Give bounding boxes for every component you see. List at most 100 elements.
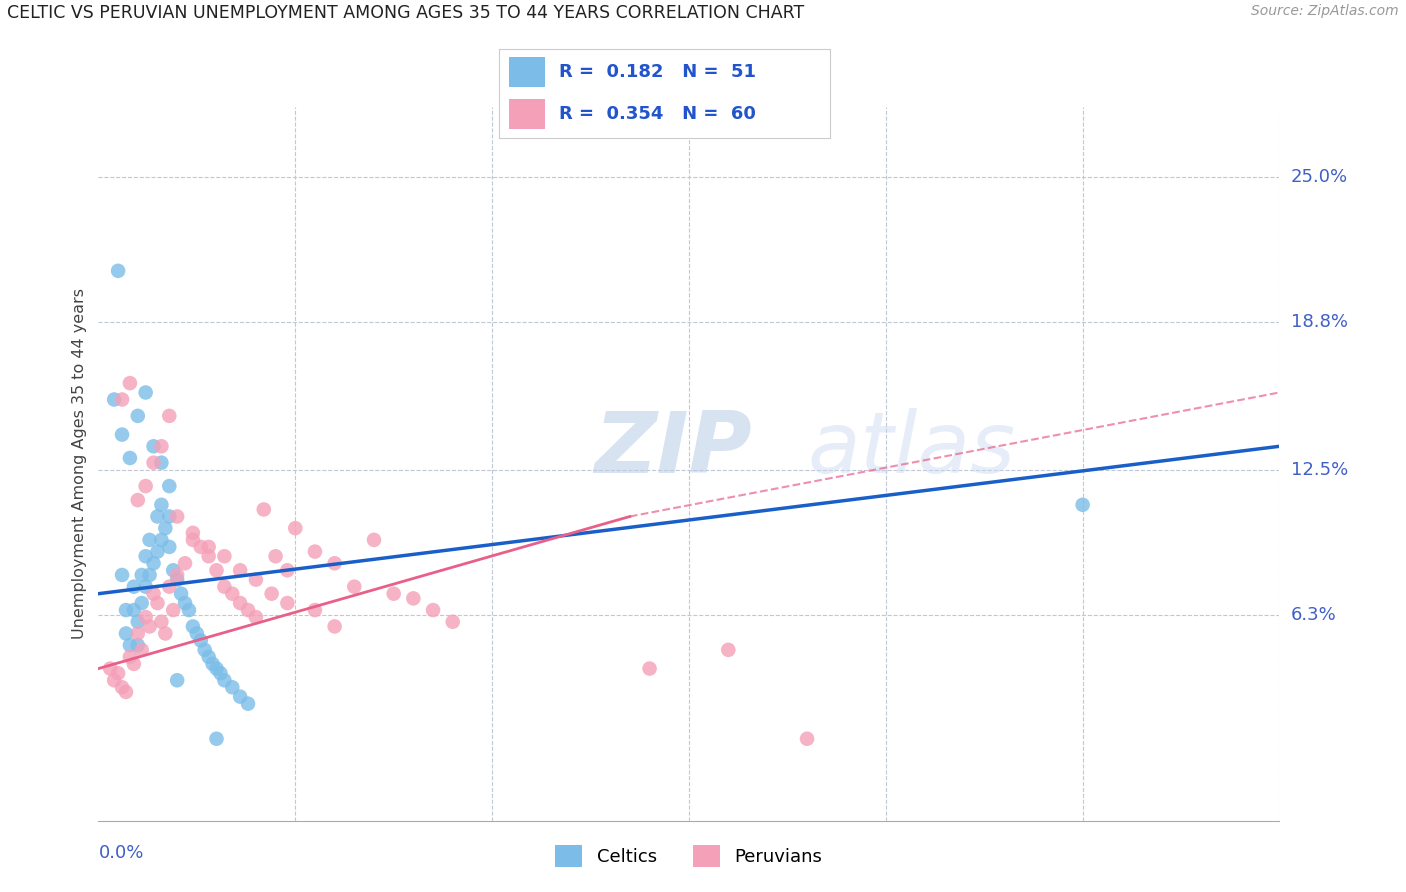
Point (111, 568, 134, 582)
Point (214, 673, 236, 688)
Point (197, 549, 219, 564)
Point (1071, 498, 1094, 512)
Point (205, 731, 228, 746)
Point (236, 697, 259, 711)
Point (174, 556, 197, 570)
Text: R =  0.354   N =  60: R = 0.354 N = 60 (558, 105, 755, 123)
Bar (509, 57, 546, 87)
Point (181, 525, 204, 540)
Point (115, 626, 138, 640)
Point (245, 610, 267, 624)
Point (717, 643, 740, 657)
Legend: Celtics, Peruvians: Celtics, Peruvians (547, 836, 831, 876)
Text: R =  0.182   N =  51: R = 0.182 N = 51 (558, 63, 755, 81)
Point (276, 596, 298, 610)
Point (118, 649, 141, 664)
Point (209, 666, 232, 681)
Point (157, 540, 180, 554)
Point (135, 385, 157, 400)
Point (131, 568, 153, 582)
Point (127, 626, 149, 640)
Text: 18.8%: 18.8% (1291, 313, 1347, 331)
Point (166, 573, 188, 587)
Point (118, 638, 141, 652)
Point (170, 587, 193, 601)
Point (135, 479, 157, 493)
Point (796, 731, 818, 746)
Text: CELTIC VS PERUVIAN UNEMPLOYMENT AMONG AGES 35 TO 44 YEARS CORRELATION CHART: CELTIC VS PERUVIAN UNEMPLOYMENT AMONG AG… (7, 4, 804, 22)
Point (122, 657, 145, 671)
Point (166, 509, 188, 524)
Point (98, 662, 121, 676)
Point (107, 666, 129, 681)
Point (131, 596, 153, 610)
Point (146, 509, 169, 524)
Point (150, 456, 173, 470)
Text: 25.0%: 25.0% (1291, 169, 1348, 186)
Point (638, 662, 661, 676)
Point (284, 521, 307, 535)
Text: 12.5%: 12.5% (1291, 460, 1348, 479)
Point (166, 568, 188, 582)
Text: ZIP: ZIP (595, 408, 752, 491)
Point (441, 615, 464, 629)
Point (229, 596, 252, 610)
Point (135, 610, 157, 624)
Point (229, 563, 252, 577)
Bar (509, 99, 546, 129)
Y-axis label: Unemployment Among Ages 35 to 44 years: Unemployment Among Ages 35 to 44 years (72, 288, 87, 640)
Point (111, 427, 134, 442)
Point (236, 603, 259, 617)
Point (138, 533, 160, 547)
Point (142, 587, 165, 601)
Point (138, 619, 160, 633)
Point (162, 563, 184, 577)
Point (162, 603, 184, 617)
Point (103, 673, 125, 688)
Point (122, 580, 145, 594)
Point (422, 603, 444, 617)
Text: 0.0%: 0.0% (98, 844, 143, 863)
Point (135, 580, 157, 594)
Point (111, 680, 134, 694)
Point (157, 580, 180, 594)
Point (201, 657, 224, 671)
Point (402, 591, 425, 606)
Point (221, 587, 243, 601)
Text: Source: ZipAtlas.com: Source: ZipAtlas.com (1251, 4, 1399, 19)
Point (150, 615, 173, 629)
Point (197, 540, 219, 554)
Point (157, 479, 180, 493)
Point (264, 549, 287, 564)
Point (157, 509, 180, 524)
Point (155, 521, 177, 535)
Point (323, 619, 346, 633)
Point (142, 556, 165, 570)
Point (115, 603, 138, 617)
Point (127, 638, 149, 652)
Point (181, 619, 204, 633)
Point (190, 633, 212, 648)
Point (150, 498, 173, 512)
Point (118, 376, 141, 391)
Point (115, 685, 138, 699)
Point (304, 544, 326, 558)
Point (150, 439, 173, 453)
Point (107, 264, 129, 278)
Point (131, 643, 153, 657)
Point (276, 563, 298, 577)
Point (146, 596, 169, 610)
Point (127, 493, 149, 508)
Point (205, 563, 228, 577)
Point (229, 690, 252, 704)
Point (186, 626, 208, 640)
Point (111, 392, 134, 407)
Point (323, 556, 346, 570)
Point (253, 502, 276, 516)
Point (138, 568, 160, 582)
Point (177, 603, 200, 617)
Point (304, 603, 326, 617)
Point (197, 649, 219, 664)
Point (363, 533, 385, 547)
Point (103, 392, 125, 407)
